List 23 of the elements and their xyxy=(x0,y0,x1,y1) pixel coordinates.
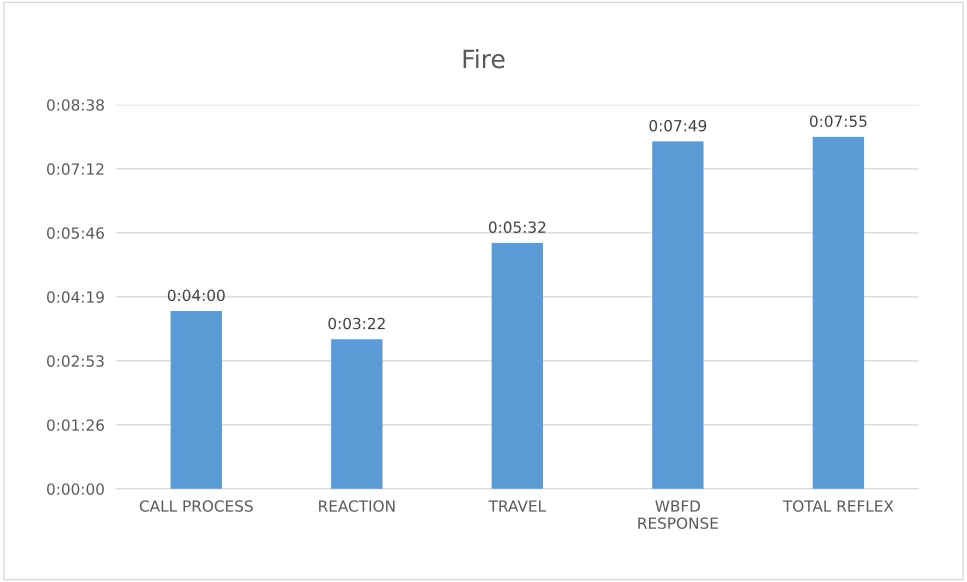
y-tick-label: 0:04:19 xyxy=(47,291,104,303)
y-tick-label: 0:00:00 xyxy=(47,483,104,495)
x-tick-label: REACTION xyxy=(319,500,395,512)
data-label: 0:04:00 xyxy=(168,290,225,302)
y-tick-label: 0:05:46 xyxy=(47,227,104,239)
x-tick-label: TRAVEL xyxy=(488,500,546,512)
y-tick-label: 0:01:26 xyxy=(47,419,104,431)
y-tick-label: 0:07:12 xyxy=(47,163,104,175)
bar xyxy=(492,242,544,489)
data-label: 0:05:32 xyxy=(488,221,546,233)
bar xyxy=(812,136,864,489)
bar xyxy=(331,339,383,489)
y-tick-label: 0:02:53 xyxy=(47,355,104,367)
chart-title: Fire xyxy=(464,49,504,68)
bar xyxy=(170,311,222,489)
y-tick-label: 0:08:38 xyxy=(47,99,104,111)
data-label: 0:07:49 xyxy=(649,120,706,132)
x-tick-label: WBFD RESPONSE xyxy=(638,500,718,529)
x-tick-label: CALL PROCESS xyxy=(140,500,253,512)
data-label: 0:03:22 xyxy=(328,318,385,330)
x-tick-label: TOTAL REFLEX xyxy=(782,500,894,512)
data-label: 0:07:55 xyxy=(810,115,866,128)
bar xyxy=(652,141,704,489)
